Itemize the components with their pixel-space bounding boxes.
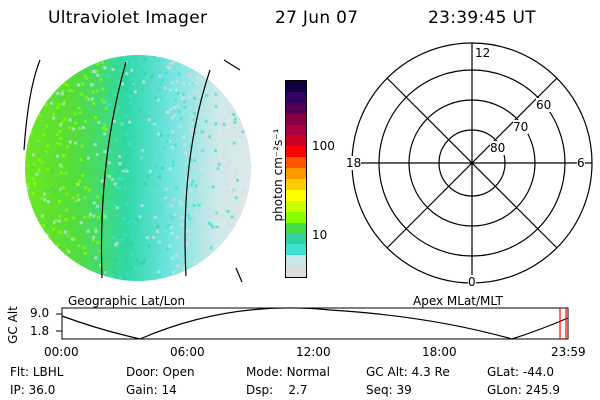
polar-lat-80: 80 — [490, 141, 506, 155]
colorbar-segment — [286, 124, 306, 136]
status-ip: IP: 36.0 — [10, 383, 56, 397]
timeline-xtick-1: 06:00 — [170, 345, 205, 359]
timeline-axis-label: GC Alt — [6, 306, 20, 344]
polar-mlt-right: 6 — [577, 156, 585, 170]
status-gc-alt: GC Alt: 4.3 Re — [366, 365, 450, 379]
timeline-xtick-2: 12:00 — [296, 345, 331, 359]
polar-lat-70: 70 — [513, 120, 529, 134]
status-glon: GLon: 245.9 — [487, 383, 560, 397]
colorbar-segment — [286, 168, 306, 180]
colorbar-segment — [286, 266, 306, 278]
status-seq: Seq: 39 — [366, 383, 412, 397]
colorbar-segment — [286, 179, 306, 190]
colorbar-segment — [286, 211, 306, 223]
instrument-title: Ultraviolet Imager — [48, 8, 208, 28]
timeline-ytick-bottom: 1.8 — [30, 324, 50, 338]
colorbar-segment — [286, 157, 306, 169]
colorbar-tick-10: 10 — [312, 228, 328, 242]
status-glat: GLat: -44.0 — [487, 365, 554, 379]
status-door: Door: Open — [126, 365, 195, 379]
date-label: 27 Jun 07 — [275, 8, 359, 28]
colorbar-segment — [286, 135, 306, 147]
timeline-xtick-3: 18:00 — [422, 345, 457, 359]
polar-mlt-top: 12 — [475, 46, 491, 60]
status-flt: Flt: LBHL — [10, 365, 64, 379]
colorbar-segment — [286, 255, 306, 267]
polar-mlt-left: 18 — [346, 156, 362, 170]
polar-lat-60: 60 — [536, 98, 552, 112]
timeline-ytick-top: 9.0 — [30, 306, 50, 320]
timeline-xtick-4: 23:59 — [551, 345, 586, 359]
colorbar-tick-100: 100 — [312, 139, 335, 153]
status-gain: Gain: 14 — [126, 383, 177, 397]
colorbar-segment — [286, 222, 306, 234]
status-mode: Mode: Normal — [246, 365, 330, 379]
colorbar-segment — [286, 233, 306, 245]
colorbar-segment — [286, 200, 306, 212]
colorbar-segment — [286, 81, 306, 92]
colorbar-segment — [286, 91, 306, 103]
time-label: 23:39:45 UT — [428, 8, 536, 28]
colorbar-segment — [286, 102, 306, 114]
polar-mlt-bottom: 0 — [468, 275, 476, 289]
colorbar-segment — [286, 244, 306, 256]
globe-panel-label: Geographic Lat/Lon — [68, 294, 186, 308]
colorbar-segment — [286, 189, 306, 201]
timeline-xtick-0: 00:00 — [44, 345, 79, 359]
status-dsp: Dsp: 2.7 — [246, 383, 308, 397]
polar-panel-label: Apex MLat/MLT — [413, 294, 503, 308]
colorbar-segment — [286, 146, 306, 158]
colorbar-segment — [286, 113, 306, 125]
colorbar — [285, 80, 307, 278]
